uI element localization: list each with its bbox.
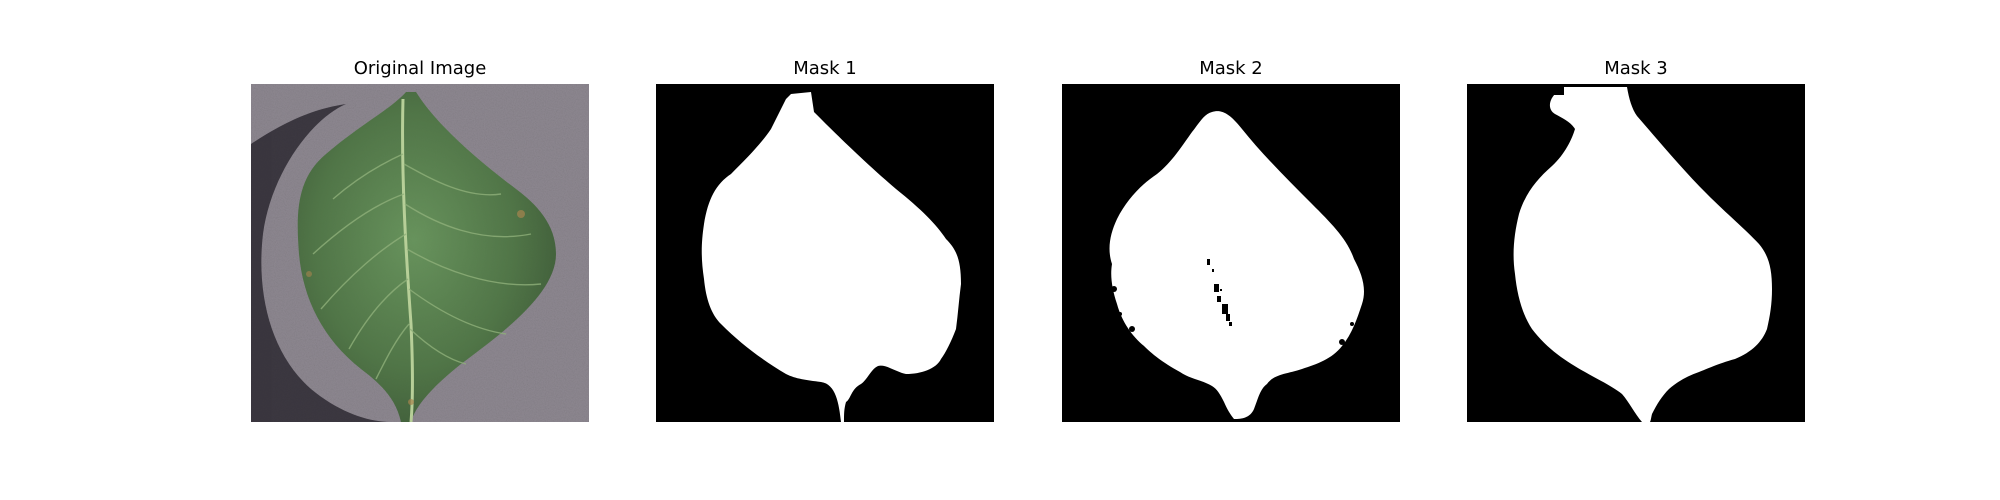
mask-1-image: [656, 84, 994, 422]
panel-title-mask-2: Mask 2: [1199, 58, 1263, 79]
panel-title-original: Original Image: [353, 58, 487, 79]
panel-title-mask-1: Mask 1: [793, 58, 857, 79]
original-image: [251, 84, 589, 422]
mask-3-image: [1467, 84, 1805, 422]
mask-2-image: [1062, 84, 1400, 422]
panel-title-mask-3: Mask 3: [1604, 58, 1668, 79]
